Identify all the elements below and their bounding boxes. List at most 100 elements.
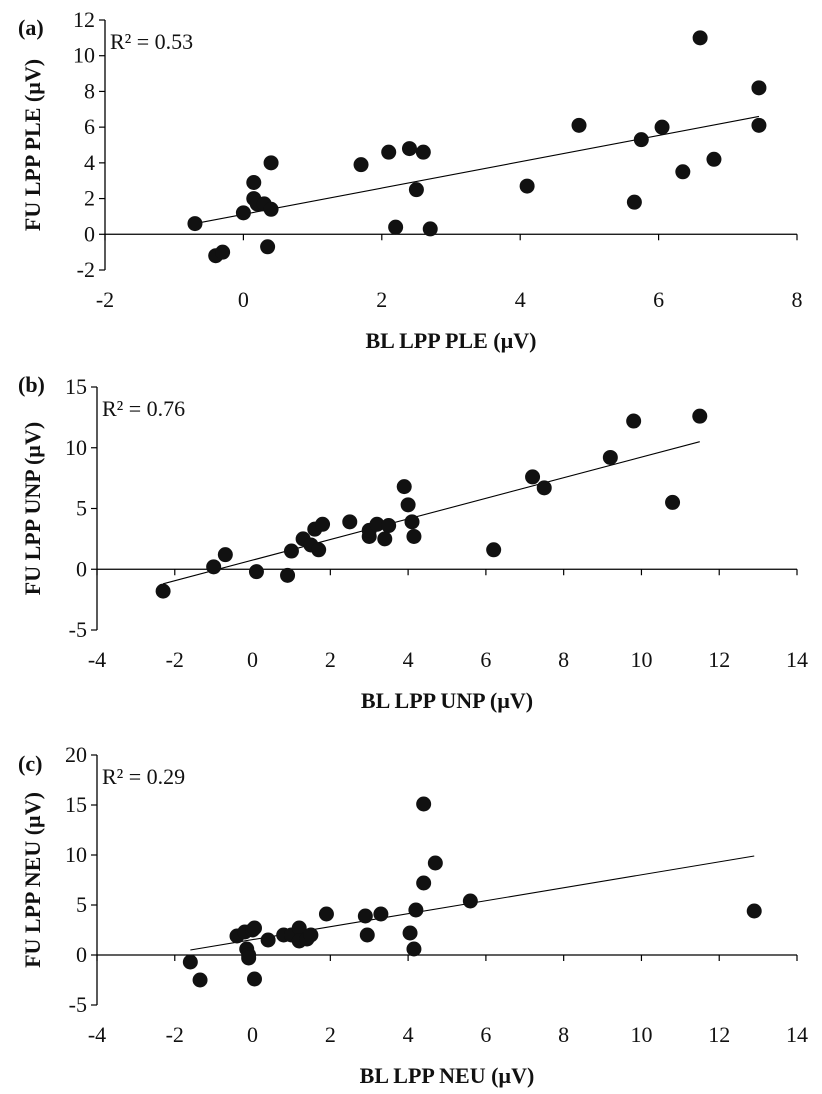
data-point: [751, 117, 767, 133]
trendline: [162, 441, 700, 585]
data-point: [377, 531, 393, 547]
x-tick-label: 6: [653, 287, 664, 312]
data-point: [373, 906, 389, 922]
r-squared-annotation: R² = 0.76: [102, 396, 185, 421]
data-point: [263, 201, 279, 217]
y-tick-label: 15: [65, 374, 87, 399]
scatter-panel-1: -2 0 2 4 6 8 10 12 -2 0 2 4 6 8 (a) R² = 0.53 BL LPP PLE…: [18, 7, 803, 353]
x-tick-label: 6: [480, 1022, 491, 1047]
data-point: [402, 925, 418, 941]
data-point: [746, 903, 762, 919]
data-point: [415, 144, 431, 160]
y-tick-label: 0: [76, 942, 87, 967]
data-point: [311, 542, 327, 558]
data-point: [675, 164, 691, 180]
x-axis-title: BL LPP PLE (µV): [366, 328, 537, 353]
data-point: [318, 906, 334, 922]
x-tick-label: 8: [558, 1022, 569, 1047]
y-axis-title: FU LPP NEU (µV): [20, 792, 45, 968]
panel-label: (a): [18, 15, 44, 40]
x-tick-label: 8: [558, 647, 569, 672]
data-point: [626, 413, 642, 429]
scatter-panel-3: -5 0 5 10 15 20 -4 -2 0 2 4 6 8 10 12 14 (c) R² = 0.29 BL …: [18, 742, 808, 1088]
data-point: [626, 194, 642, 210]
data-point: [406, 528, 422, 544]
data-point: [315, 516, 331, 532]
panel-label: (c): [18, 751, 42, 776]
data-point: [235, 205, 251, 221]
data-point: [396, 479, 412, 495]
data-point: [247, 971, 262, 987]
data-point: [291, 920, 307, 936]
data-point: [381, 144, 397, 160]
y-tick-label: -2: [77, 257, 95, 282]
data-point: [401, 141, 417, 157]
x-tick-label: -4: [88, 647, 106, 672]
panel-label: (b): [18, 372, 45, 397]
data-point: [357, 908, 373, 924]
data-point: [692, 408, 708, 424]
x-tick-label: 0: [238, 287, 249, 312]
data-point: [427, 855, 443, 871]
y-tick-label: 0: [76, 556, 87, 581]
x-tick-label: 0: [247, 1022, 258, 1047]
data-point: [404, 514, 420, 530]
data-point: [187, 216, 203, 232]
data-point: [359, 927, 375, 943]
data-point: [353, 157, 369, 173]
data-point: [241, 950, 257, 966]
data-point: [381, 518, 397, 534]
x-tick-label: 14: [786, 1022, 808, 1047]
x-tick-label: 10: [630, 647, 652, 672]
data-point: [192, 972, 208, 988]
data-point: [206, 559, 222, 575]
x-tick-label: -2: [96, 287, 114, 312]
data-point: [408, 182, 424, 198]
x-tick-label: -4: [88, 1022, 106, 1047]
y-tick-label: 15: [65, 792, 87, 817]
x-axis-title: BL LPP UNP (µV): [361, 688, 533, 713]
y-tick-label: 10: [65, 842, 87, 867]
data-point: [486, 542, 502, 558]
x-tick-label: 4: [515, 287, 526, 312]
data-point: [406, 941, 422, 957]
y-tick-label: 5: [76, 496, 87, 521]
data-point: [215, 244, 231, 260]
data-point: [751, 80, 767, 96]
data-point: [536, 480, 552, 496]
data-point: [182, 954, 198, 970]
r-squared-annotation: R² = 0.53: [110, 29, 193, 54]
data-point: [633, 132, 649, 148]
x-tick-label: 2: [325, 1022, 336, 1047]
y-tick-label: -5: [69, 992, 87, 1017]
data-point: [260, 239, 276, 255]
x-tick-label: 10: [630, 1022, 652, 1047]
data-point: [246, 175, 262, 190]
data-point: [303, 927, 319, 943]
x-tick-label: 12: [708, 1022, 730, 1047]
y-tick-label: 4: [84, 150, 95, 175]
data-point: [217, 547, 233, 563]
data-point: [525, 469, 541, 485]
x-tick-label: -2: [166, 1022, 184, 1047]
data-point: [408, 902, 424, 918]
data-point: [654, 119, 670, 135]
data-point: [400, 497, 416, 513]
x-tick-label: 12: [708, 647, 730, 672]
y-tick-label: 10: [65, 435, 87, 460]
x-tick-label: 6: [480, 647, 491, 672]
data-point: [416, 796, 432, 812]
data-point: [369, 516, 385, 532]
x-tick-label: 2: [376, 287, 387, 312]
data-point: [706, 151, 722, 167]
data-point: [665, 494, 681, 510]
y-tick-label: 10: [73, 43, 95, 68]
data-point: [342, 514, 358, 530]
y-tick-label: 5: [76, 892, 87, 917]
x-tick-label: 2: [325, 647, 336, 672]
y-axis-title: FU LPP PLE (µV): [20, 59, 45, 231]
data-point: [571, 117, 587, 133]
y-tick-label: -5: [69, 617, 87, 642]
y-tick-label: 20: [65, 742, 87, 767]
data-point: [462, 893, 478, 909]
